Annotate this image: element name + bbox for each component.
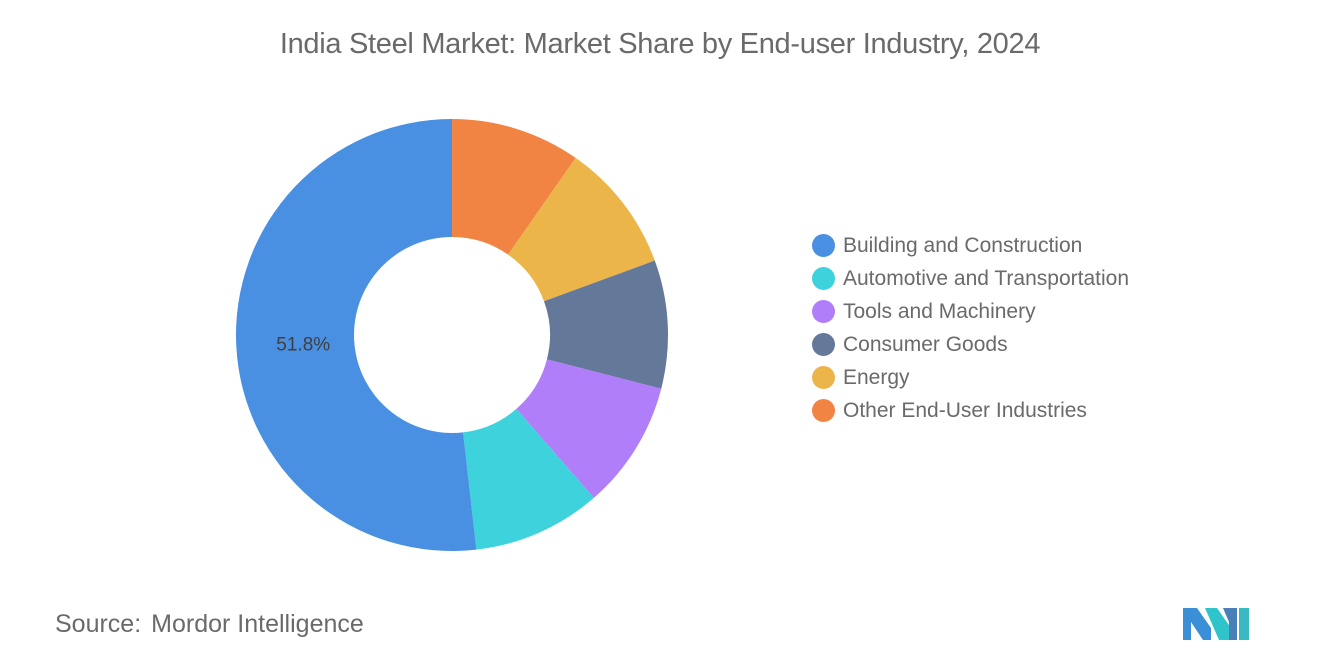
legend-label: Other End-User Industries <box>843 398 1087 422</box>
legend-item-other-end-user-industries[interactable]: Other End-User Industries <box>812 394 1129 427</box>
chart-legend: Building and Construction Automotive and … <box>812 229 1129 427</box>
slice-energy[interactable] <box>508 157 655 302</box>
legend-label: Automotive and Transportation <box>843 266 1130 290</box>
legend-item-building-and-construction[interactable]: Building and Construction <box>812 229 1129 262</box>
legend-item-tools-and-machinery[interactable]: Tools and Machinery <box>812 295 1129 328</box>
slice-automotive-and-transportation[interactable] <box>463 408 594 550</box>
slice-consumer-goods[interactable] <box>543 260 669 389</box>
legend-label: Consumer Goods <box>843 332 1008 356</box>
legend-item-automotive-and-transportation[interactable]: Automotive and Transportation <box>812 262 1129 295</box>
legend-swatch <box>812 234 835 257</box>
data-label-building-and-construction: 51.8% <box>276 334 330 355</box>
legend-swatch <box>812 300 835 323</box>
slice-tools-and-machinery[interactable] <box>516 359 662 498</box>
source-label: Source: <box>55 610 142 638</box>
chart-title: India Steel Market: Market Share by End-… <box>279 28 1041 60</box>
legend-label: Tools and Machinery <box>843 299 1036 323</box>
source-value: Mordor Intelligence <box>151 610 364 638</box>
legend-label: Energy <box>843 365 910 389</box>
donut-labels: 51.8% <box>276 334 330 355</box>
legend-swatch <box>812 366 835 389</box>
legend-swatch <box>812 267 835 290</box>
slice-other-end-user-industries[interactable] <box>452 119 576 255</box>
slice-building-and-construction[interactable] <box>236 119 477 551</box>
donut-slices <box>236 119 669 551</box>
legend-item-energy[interactable]: Energy <box>812 361 1129 394</box>
legend-label: Building and Construction <box>843 233 1083 257</box>
legend-item-consumer-goods[interactable]: Consumer Goods <box>812 328 1129 361</box>
legend-swatch <box>812 399 835 422</box>
source-line: Source: Mordor Intelligence <box>55 610 364 639</box>
legend-swatch <box>812 333 835 356</box>
mordor-intelligence-logo <box>1183 608 1249 640</box>
